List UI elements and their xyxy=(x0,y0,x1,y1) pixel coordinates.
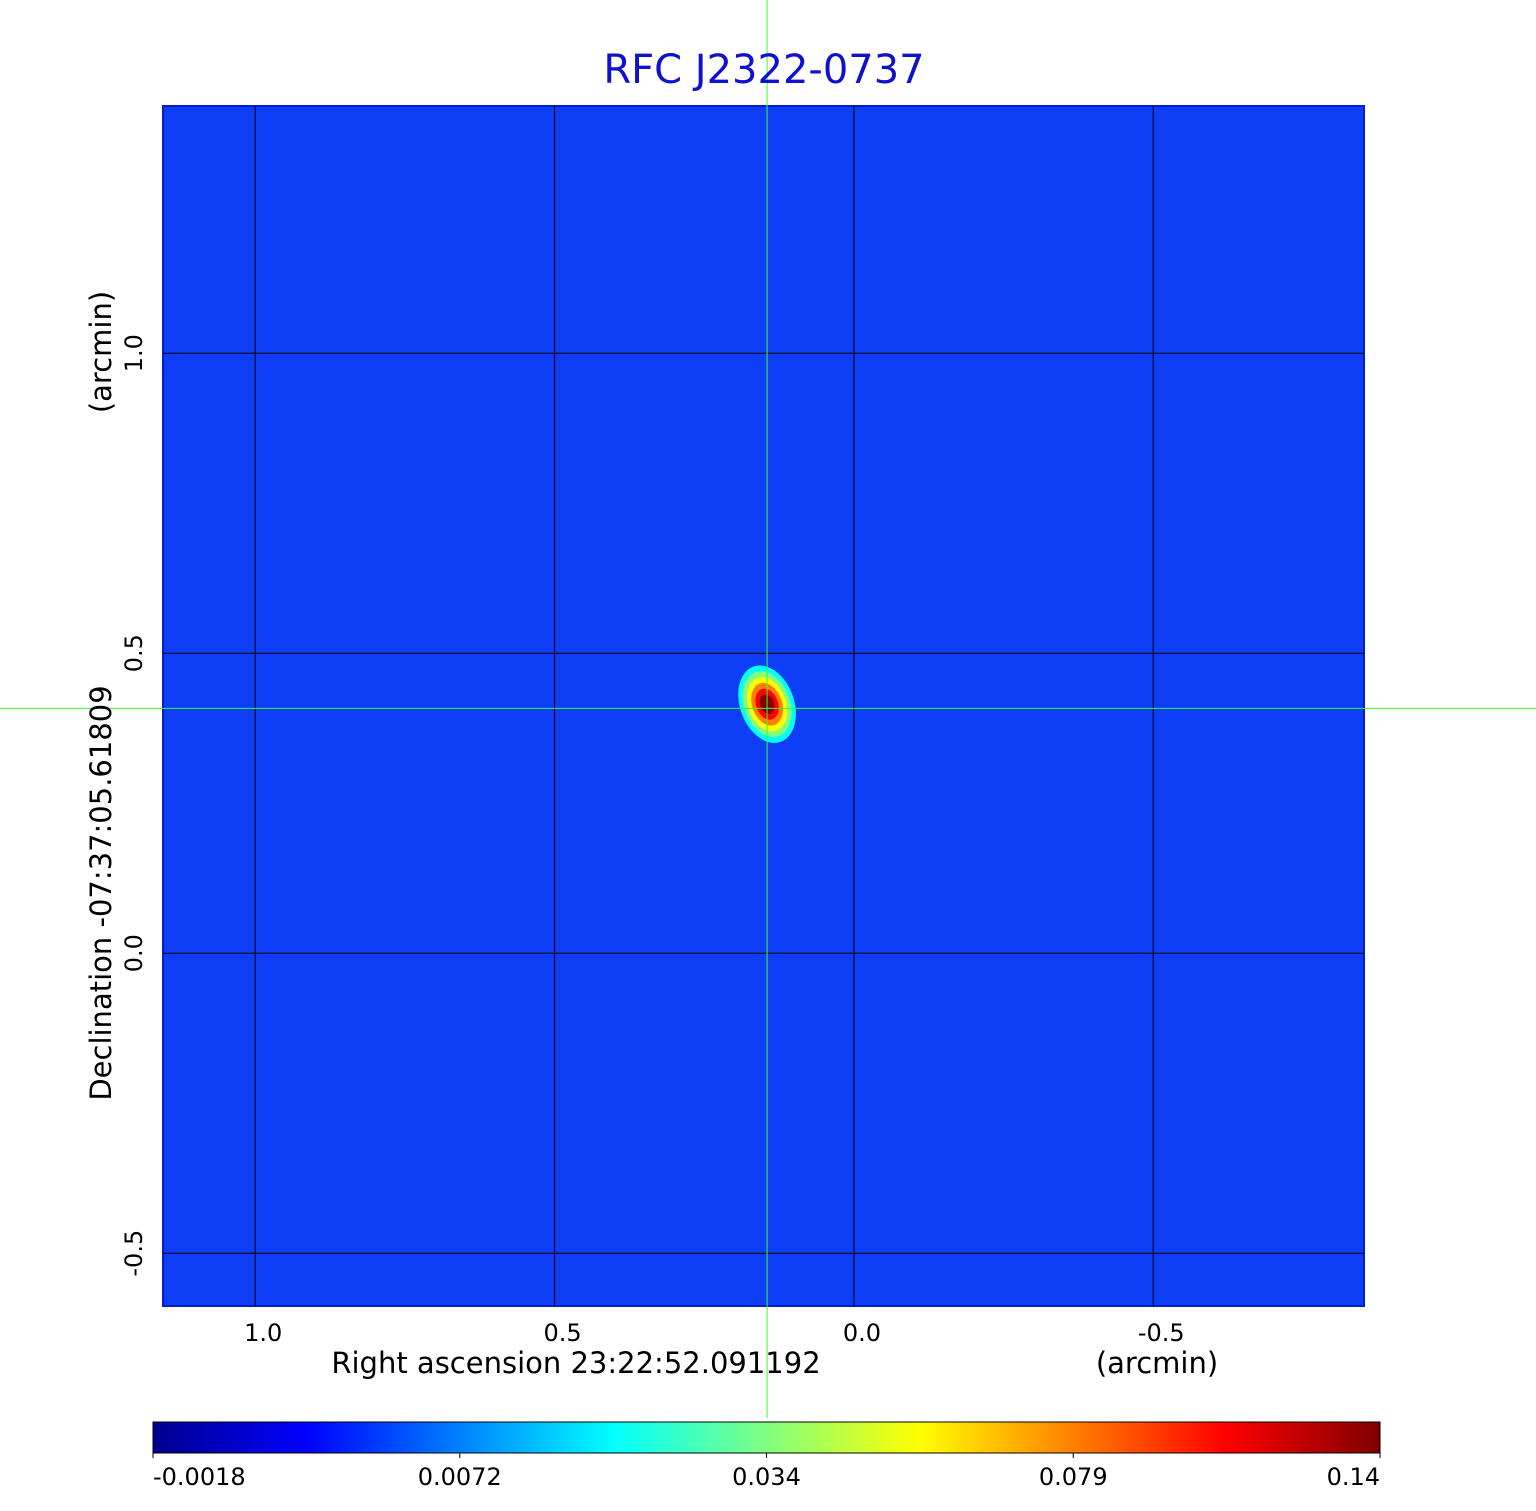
colorbar-tick-label: 0.0072 xyxy=(418,1463,502,1491)
colorbar-tick-label: 0.034 xyxy=(732,1463,801,1491)
x-tick-label: -0.5 xyxy=(1138,1319,1185,1347)
colorbar-tick-label: 0.079 xyxy=(1039,1463,1108,1491)
chart-title: RFC J2322-0737 xyxy=(603,47,924,93)
x-axis-label: Right ascension 23:22:52.091192 xyxy=(331,1346,820,1380)
colorbar xyxy=(152,1421,1381,1454)
x-tick-label: 0.0 xyxy=(843,1319,881,1347)
y-tick-label: 0.5 xyxy=(120,634,148,672)
y-tick-label: 1.0 xyxy=(120,334,148,372)
colorbar-tick-label: -0.0018 xyxy=(153,1463,246,1491)
x-axis-unit: (arcmin) xyxy=(1096,1346,1218,1380)
y-axis-unit: (arcmin) xyxy=(84,291,118,413)
y-axis-label: Declination -07:37:05.61809 xyxy=(84,685,118,1100)
x-tick-label: 0.5 xyxy=(543,1319,581,1347)
colorbar-tick-label: 0.14 xyxy=(1327,1463,1380,1491)
y-tick-label: 0.0 xyxy=(120,934,148,972)
x-tick-label: 1.0 xyxy=(244,1319,282,1347)
y-tick-label: -0.5 xyxy=(120,1230,148,1277)
